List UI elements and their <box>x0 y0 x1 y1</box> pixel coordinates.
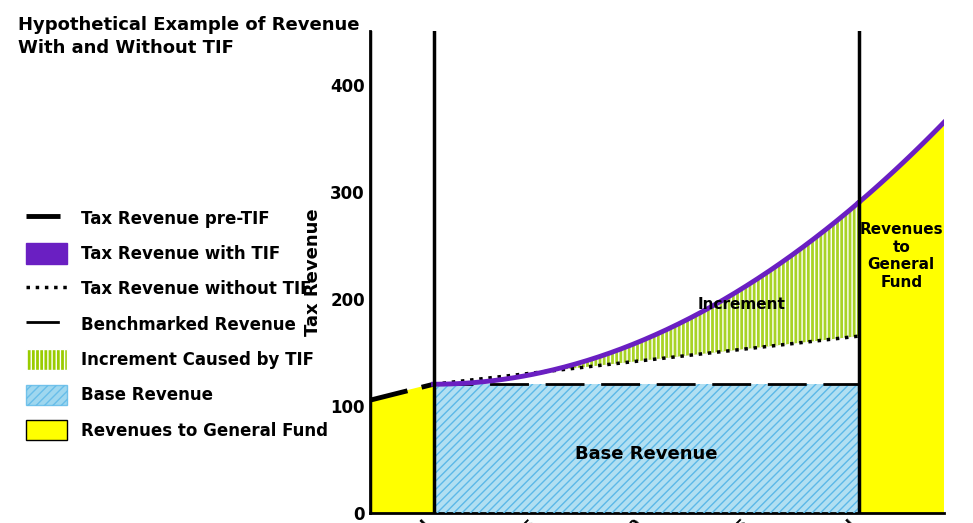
Y-axis label: Tax Revenue: Tax Revenue <box>304 208 322 336</box>
Text: Revenues
to
General
Fund: Revenues to General Fund <box>859 222 943 290</box>
Text: Increment: Increment <box>698 297 786 312</box>
Polygon shape <box>370 384 434 513</box>
Text: Base Revenue: Base Revenue <box>575 445 717 463</box>
Legend: Tax Revenue pre-TIF, Tax Revenue with TIF, Tax Revenue without TIF, Benchmarked : Tax Revenue pre-TIF, Tax Revenue with TI… <box>19 201 335 447</box>
Text: Hypothetical Example of Revenue
With and Without TIF: Hypothetical Example of Revenue With and… <box>18 16 359 58</box>
Polygon shape <box>859 122 944 513</box>
